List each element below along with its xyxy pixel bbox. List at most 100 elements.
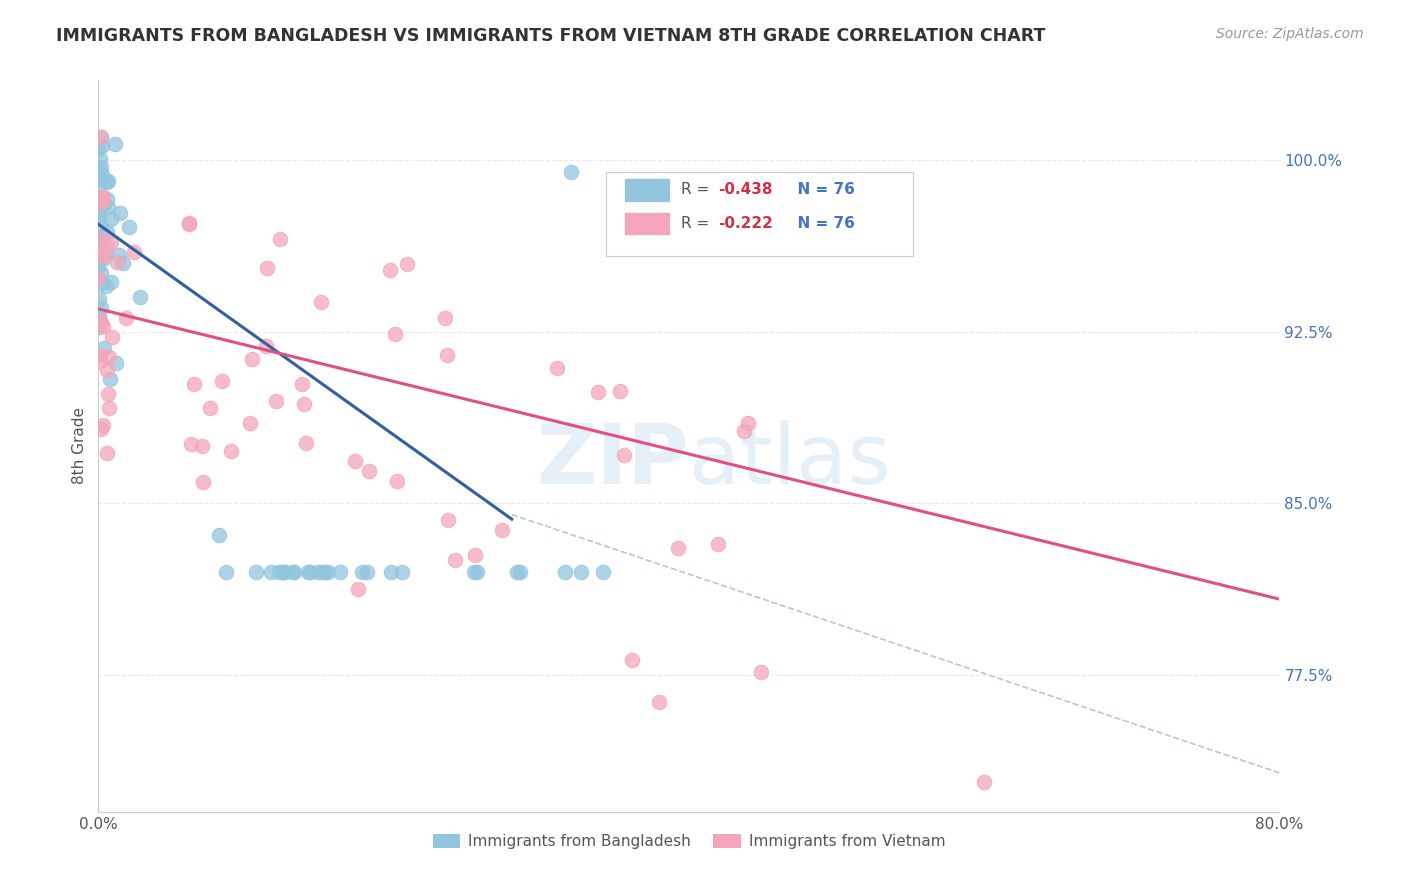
Point — [89, 319, 111, 334]
Point — [89, 353, 111, 368]
Point — [256, 261, 278, 276]
Point — [179, 217, 201, 231]
Point — [283, 565, 305, 579]
Point — [260, 565, 283, 579]
Point — [91, 168, 114, 182]
Point — [307, 565, 329, 579]
Point — [240, 352, 263, 367]
Point — [96, 445, 118, 459]
Point — [90, 160, 112, 174]
Point — [105, 255, 128, 269]
Point — [91, 232, 114, 246]
Point — [96, 363, 118, 377]
Point — [706, 537, 728, 551]
Point — [91, 248, 114, 262]
Point — [316, 565, 339, 579]
Point — [89, 241, 111, 255]
Point — [90, 301, 112, 315]
Point — [87, 210, 110, 224]
Point — [491, 523, 513, 537]
Point — [973, 775, 995, 789]
Point — [90, 130, 112, 145]
Text: ZIP: ZIP — [537, 420, 689, 501]
Point — [87, 230, 110, 244]
Point — [208, 528, 231, 542]
Point — [87, 193, 110, 207]
Point — [87, 246, 110, 260]
Point — [329, 565, 352, 579]
Point — [122, 245, 145, 260]
Point — [749, 665, 772, 680]
Text: N = 76: N = 76 — [787, 183, 855, 197]
FancyBboxPatch shape — [606, 171, 914, 256]
Point — [105, 356, 128, 370]
Point — [96, 239, 118, 253]
Point — [90, 316, 112, 330]
Point — [254, 339, 277, 353]
Point — [666, 541, 689, 555]
Point — [118, 219, 141, 234]
Point — [90, 130, 112, 145]
Point — [346, 582, 368, 596]
Point — [378, 263, 401, 277]
Point — [385, 474, 408, 488]
Point — [97, 174, 120, 188]
Point — [380, 565, 402, 579]
Point — [620, 653, 643, 667]
Point — [91, 138, 114, 153]
Point — [546, 361, 568, 376]
Y-axis label: 8th Grade: 8th Grade — [72, 408, 87, 484]
Point — [648, 695, 671, 709]
Point — [94, 279, 117, 293]
Point — [87, 178, 110, 193]
Point — [737, 416, 759, 430]
Point — [89, 313, 111, 327]
Point — [312, 565, 335, 579]
Point — [264, 393, 287, 408]
Point — [93, 196, 115, 211]
Point — [219, 443, 242, 458]
Point — [613, 448, 636, 462]
Point — [357, 464, 380, 478]
Point — [91, 221, 114, 235]
Point — [211, 374, 233, 388]
Point — [93, 251, 115, 265]
Point — [283, 565, 305, 579]
Point — [93, 342, 115, 356]
Point — [91, 190, 114, 204]
Point — [465, 565, 488, 579]
Point — [344, 453, 367, 467]
Point — [294, 435, 316, 450]
Point — [87, 270, 110, 285]
Point — [297, 565, 319, 579]
Point — [87, 207, 110, 221]
Point — [90, 266, 112, 280]
Point — [215, 565, 238, 579]
Point — [90, 249, 112, 263]
Point — [108, 206, 131, 220]
Text: R =: R = — [681, 216, 714, 231]
Point — [294, 396, 316, 410]
Text: atlas: atlas — [689, 420, 890, 501]
Point — [97, 200, 120, 214]
Point — [90, 422, 112, 436]
Point — [180, 436, 202, 450]
Point — [90, 172, 112, 186]
Point — [90, 190, 112, 204]
Point — [111, 256, 134, 270]
Point — [443, 553, 465, 567]
Point — [100, 211, 122, 226]
Point — [87, 143, 110, 157]
Point — [177, 216, 200, 230]
Point — [89, 152, 111, 166]
Point — [245, 565, 267, 579]
Text: R =: R = — [681, 183, 714, 197]
Point — [271, 565, 294, 579]
Point — [98, 372, 121, 386]
Text: Source: ZipAtlas.com: Source: ZipAtlas.com — [1216, 27, 1364, 41]
Point — [239, 416, 262, 430]
Point — [356, 565, 378, 579]
Point — [464, 548, 486, 562]
Point — [104, 136, 127, 151]
Point — [96, 175, 118, 189]
